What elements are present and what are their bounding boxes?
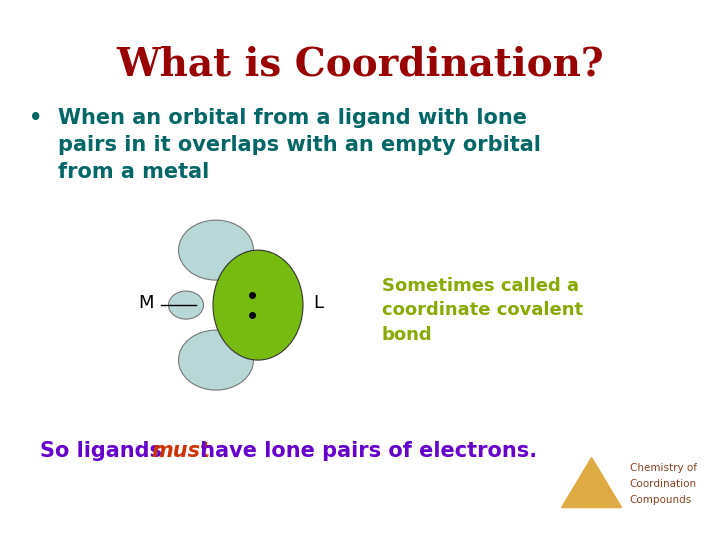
Ellipse shape (179, 330, 253, 390)
Text: Sometimes called a
coordinate covalent
bond: Sometimes called a coordinate covalent b… (382, 277, 582, 343)
Text: Chemistry of: Chemistry of (629, 463, 697, 472)
Ellipse shape (168, 291, 204, 319)
Text: Coordination: Coordination (629, 478, 697, 489)
Polygon shape (562, 457, 621, 508)
Text: What is Coordination?: What is Coordination? (116, 46, 604, 84)
Ellipse shape (179, 220, 253, 280)
Text: must: must (152, 441, 211, 461)
Ellipse shape (213, 250, 303, 360)
Text: When an orbital from a ligand with lone
pairs in it overlaps with an empty orbit: When an orbital from a ligand with lone … (58, 108, 541, 183)
Text: •: • (29, 108, 42, 128)
Text: M: M (138, 294, 154, 312)
Text: So ligands: So ligands (40, 441, 169, 461)
Text: Compounds: Compounds (629, 495, 692, 504)
Text: have lone pairs of electrons.: have lone pairs of electrons. (192, 441, 536, 461)
Text: L: L (313, 294, 323, 312)
